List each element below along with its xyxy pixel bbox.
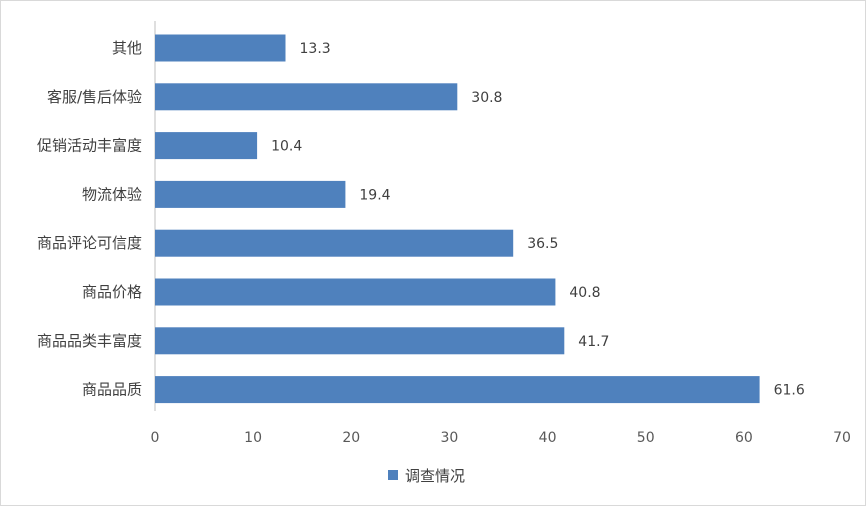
data-label: 10.4	[271, 139, 302, 155]
bar	[155, 229, 514, 257]
category-label: 商品评论可信度	[37, 234, 142, 252]
x-tick-label: 60	[735, 430, 753, 446]
x-tick-label: 10	[244, 430, 262, 446]
bar	[155, 132, 258, 160]
data-label: 40.8	[569, 285, 600, 301]
category-label: 其他	[112, 39, 142, 57]
x-tick-label: 70	[833, 430, 851, 446]
category-label: 物流体验	[82, 185, 142, 203]
bar	[155, 278, 556, 306]
bar	[155, 83, 458, 111]
bar	[155, 376, 760, 404]
x-tick-label: 30	[440, 430, 458, 446]
x-tick-label: 20	[342, 430, 360, 446]
category-label: 商品品质	[82, 381, 142, 399]
x-tick-label: 40	[539, 430, 557, 446]
bar	[155, 34, 286, 62]
legend: 调查情况	[388, 467, 465, 485]
legend-label: 调查情况	[405, 467, 465, 485]
data-label: 19.4	[359, 187, 390, 203]
data-label: 41.7	[578, 334, 609, 350]
category-label: 客服/售后体验	[47, 88, 142, 106]
x-tick-label: 50	[637, 430, 655, 446]
bars-group	[155, 34, 760, 404]
data-label: 30.8	[471, 90, 502, 106]
x-tick-label: 0	[151, 430, 160, 446]
category-labels: 其他客服/售后体验促销活动丰富度物流体验商品评论可信度商品价格商品品类丰富度商品…	[37, 39, 142, 399]
bar	[155, 327, 565, 355]
plot-area: 其他客服/售后体验促销活动丰富度物流体验商品评论可信度商品价格商品品类丰富度商品…	[37, 21, 851, 446]
data-label: 13.3	[300, 41, 331, 57]
category-label: 商品品类丰富度	[37, 332, 142, 350]
x-tick-labels: 0 10 20 30 40 50 60 70	[151, 430, 851, 446]
bar	[155, 180, 346, 208]
value-labels: 13.3 30.8 10.4 19.4 36.5 40.8 41.7 61.6	[271, 41, 805, 399]
data-label: 61.6	[774, 383, 805, 399]
category-label: 商品价格	[82, 283, 142, 301]
data-label: 36.5	[527, 236, 558, 252]
legend-swatch	[388, 470, 398, 480]
category-label: 促销活动丰富度	[37, 137, 142, 155]
